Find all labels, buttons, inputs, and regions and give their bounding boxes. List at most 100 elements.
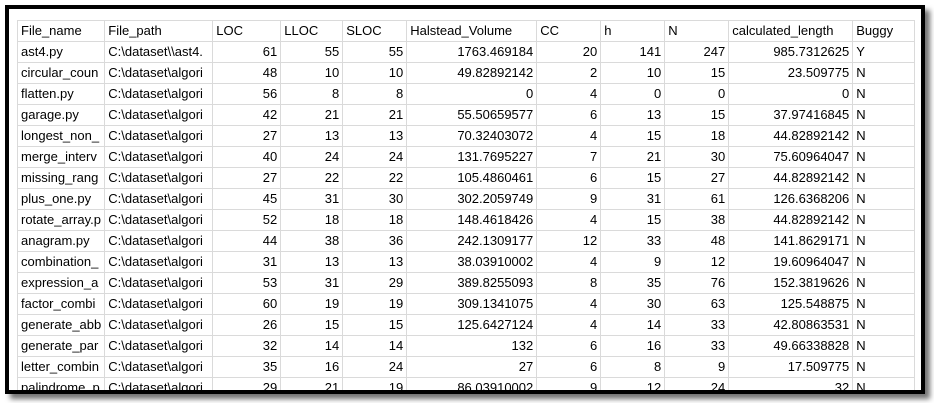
table-cell[interactable]: 30: [342, 188, 408, 210]
table-cell[interactable]: 49.82892142: [406, 62, 538, 84]
table-cell[interactable]: 19: [280, 293, 344, 315]
table-cell[interactable]: 44.82892142: [728, 209, 854, 231]
table-cell[interactable]: 26: [212, 314, 282, 336]
table-cell[interactable]: combination_: [16, 251, 106, 273]
table-cell[interactable]: 0: [728, 83, 854, 105]
table-cell[interactable]: C:\dataset\algori: [104, 83, 214, 105]
table-cell[interactable]: 1763.469184: [406, 41, 538, 63]
table-cell[interactable]: 38.03910002: [406, 251, 538, 273]
table-cell[interactable]: C:\dataset\algori: [104, 209, 214, 231]
table-cell[interactable]: C:\dataset\algori: [104, 125, 214, 147]
table-cell[interactable]: 15: [600, 125, 666, 147]
table-cell[interactable]: 8: [536, 272, 602, 294]
table-cell[interactable]: missing_rang: [16, 167, 106, 189]
table-cell[interactable]: 44: [212, 230, 282, 252]
table-cell[interactable]: 30: [600, 293, 666, 315]
table-cell[interactable]: 53: [212, 272, 282, 294]
table-cell[interactable]: 16: [280, 356, 344, 378]
table-cell[interactable]: 4: [536, 251, 602, 273]
table-cell[interactable]: 22: [280, 167, 344, 189]
table-cell[interactable]: N: [852, 188, 916, 210]
table-cell[interactable]: 32: [728, 377, 854, 390]
table-cell[interactable]: 24: [280, 146, 344, 168]
table-cell[interactable]: C:\dataset\algori: [104, 356, 214, 378]
table-cell[interactable]: 985.7312625: [728, 41, 854, 63]
table-cell[interactable]: N: [852, 83, 916, 105]
table-cell[interactable]: 247: [664, 41, 730, 63]
table-cell[interactable]: 12: [664, 251, 730, 273]
table-cell[interactable]: C:\dataset\algori: [104, 377, 214, 390]
header-cell[interactable]: File_name: [16, 20, 106, 42]
table-cell[interactable]: 45: [212, 188, 282, 210]
table-cell[interactable]: 4: [536, 293, 602, 315]
table-cell[interactable]: 16: [600, 335, 666, 357]
table-cell[interactable]: 10: [342, 62, 408, 84]
table-cell[interactable]: 14: [280, 335, 344, 357]
header-cell[interactable]: N: [664, 20, 730, 42]
table-cell[interactable]: circular_coun: [16, 62, 106, 84]
table-cell[interactable]: C:\dataset\algori: [104, 188, 214, 210]
table-cell[interactable]: 48: [212, 62, 282, 84]
table-cell[interactable]: N: [852, 335, 916, 357]
header-cell[interactable]: Buggy: [852, 20, 916, 42]
table-cell[interactable]: 36: [342, 230, 408, 252]
table-cell[interactable]: merge_interv: [16, 146, 106, 168]
table-cell[interactable]: 131.7695227: [406, 146, 538, 168]
table-cell[interactable]: 55: [342, 41, 408, 63]
table-cell[interactable]: 31: [280, 272, 344, 294]
table-cell[interactable]: 10: [600, 62, 666, 84]
table-cell[interactable]: 19.60964047: [728, 251, 854, 273]
table-cell[interactable]: 8: [280, 83, 344, 105]
table-cell[interactable]: 15: [280, 314, 344, 336]
table-cell[interactable]: C:\dataset\algori: [104, 146, 214, 168]
table-cell[interactable]: 19: [342, 377, 408, 390]
table-cell[interactable]: N: [852, 356, 916, 378]
table-cell[interactable]: 389.8255093: [406, 272, 538, 294]
table-cell[interactable]: N: [852, 251, 916, 273]
table-cell[interactable]: 105.4860461: [406, 167, 538, 189]
table-cell[interactable]: rotate_array.p: [16, 209, 106, 231]
table-cell[interactable]: 15: [664, 62, 730, 84]
table-cell[interactable]: N: [852, 62, 916, 84]
table-cell[interactable]: 15: [600, 209, 666, 231]
table-cell[interactable]: 15: [342, 314, 408, 336]
table-cell[interactable]: 75.60964047: [728, 146, 854, 168]
table-cell[interactable]: 148.4618426: [406, 209, 538, 231]
table-cell[interactable]: 8: [600, 356, 666, 378]
table-cell[interactable]: 33: [600, 230, 666, 252]
table-cell[interactable]: 125.6427124: [406, 314, 538, 336]
header-cell[interactable]: CC: [536, 20, 602, 42]
table-cell[interactable]: 42: [212, 104, 282, 126]
table-cell[interactable]: 31: [280, 188, 344, 210]
table-cell[interactable]: 29: [342, 272, 408, 294]
table-cell[interactable]: plus_one.py: [16, 188, 106, 210]
table-cell[interactable]: 48: [664, 230, 730, 252]
table-cell[interactable]: 6: [536, 356, 602, 378]
table-cell[interactable]: C:\dataset\\ast4.: [104, 41, 214, 63]
table-cell[interactable]: factor_combi: [16, 293, 106, 315]
table-cell[interactable]: 13: [280, 251, 344, 273]
table-cell[interactable]: 9: [536, 188, 602, 210]
table-cell[interactable]: 17.509775: [728, 356, 854, 378]
table-cell[interactable]: 6: [536, 335, 602, 357]
table-cell[interactable]: 15: [664, 104, 730, 126]
table-cell[interactable]: 61: [664, 188, 730, 210]
table-cell[interactable]: 152.3819626: [728, 272, 854, 294]
table-cell[interactable]: N: [852, 272, 916, 294]
table-cell[interactable]: 21: [600, 146, 666, 168]
table-cell[interactable]: 42.80863531: [728, 314, 854, 336]
table-cell[interactable]: 13: [600, 104, 666, 126]
table-cell[interactable]: 18: [280, 209, 344, 231]
table-cell[interactable]: 302.2059749: [406, 188, 538, 210]
table-cell[interactable]: 76: [664, 272, 730, 294]
table-cell[interactable]: 19: [342, 293, 408, 315]
table-cell[interactable]: 4: [536, 83, 602, 105]
table-cell[interactable]: 309.1341075: [406, 293, 538, 315]
table-cell[interactable]: 63: [664, 293, 730, 315]
table-cell[interactable]: flatten.py: [16, 83, 106, 105]
table-cell[interactable]: 21: [280, 377, 344, 390]
table-cell[interactable]: 44.82892142: [728, 125, 854, 147]
table-cell[interactable]: C:\dataset\algori: [104, 251, 214, 273]
header-cell[interactable]: Halstead_Volume: [406, 20, 538, 42]
table-cell[interactable]: 56: [212, 83, 282, 105]
